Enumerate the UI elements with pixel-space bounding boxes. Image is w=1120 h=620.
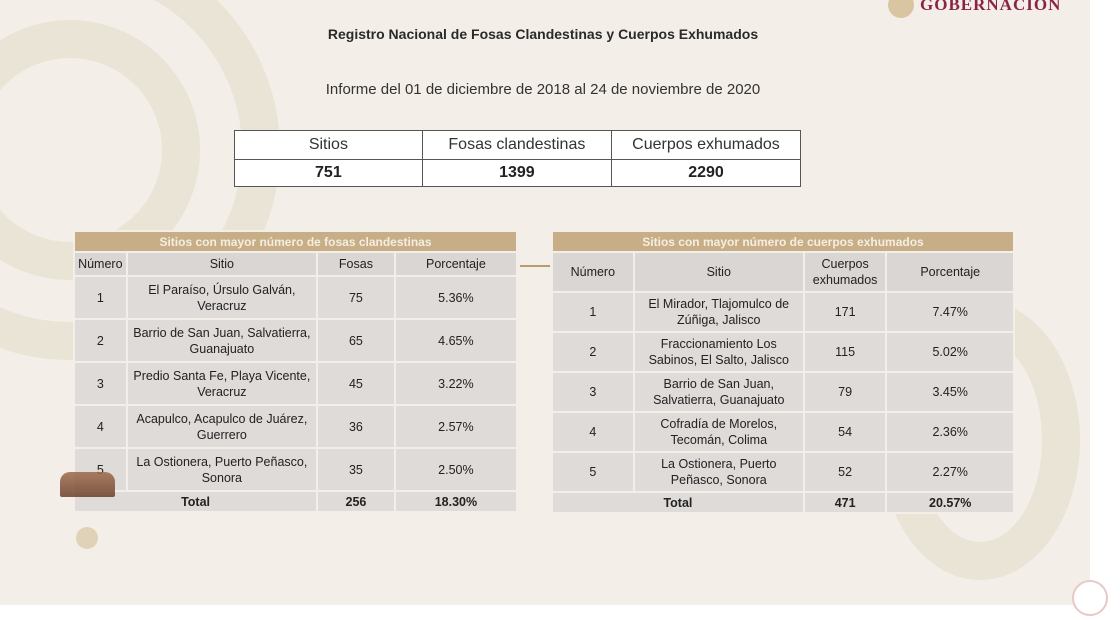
table-row: 4 Cofradía de Morelos, Tecomán, Colima 54 2…	[551, 411, 1015, 453]
total-label: Total	[72, 490, 319, 513]
site-name: Cofradía de Morelos, Tecomán, Colima	[632, 411, 805, 453]
table-title-band: Sitios con mayor número de cuerpos exhum…	[551, 230, 1015, 253]
percentage: 3.45%	[885, 371, 1015, 413]
count: 75	[316, 275, 396, 320]
slide: GOBERNACIÓN Registro Nacional de Fosas C…	[0, 0, 1090, 605]
count: 115	[802, 331, 888, 373]
table-row: 5 La Ostionera, Puerto Peñasco, Sonora 52 2…	[551, 451, 1015, 493]
summary-header: Fosas clandestinas	[421, 130, 612, 160]
table-row: 1 El Mirador, Tlajomulco de Zúñiga, Jalis…	[551, 291, 1015, 333]
total-label: Total	[551, 491, 805, 514]
table-row: 5 La Ostionera, Puerto Peñasco, Sonora 35 2…	[73, 447, 519, 492]
row-number: 2	[551, 331, 635, 373]
cuerpos-table: Sitios con mayor número de cuerpos exhum…	[551, 230, 1015, 514]
site-name: La Ostionera, Puerto Peñasco, Sonora	[125, 447, 319, 492]
column-header: Sitio	[632, 251, 805, 293]
table-title: Sitios con mayor número de cuerpos exhum…	[551, 230, 1015, 253]
summary-value: 751	[234, 159, 423, 187]
summary-table: Sitios Fosas clandestinas Cuerpos exhuma…	[234, 130, 802, 187]
site-name: Barrio de San Juan, Salvatierra, Guanaju…	[632, 371, 805, 413]
table-header-row: Número Sitio Fosas Porcentaje	[73, 251, 519, 277]
column-header: Porcentaje	[885, 251, 1015, 293]
row-number: 5	[551, 451, 635, 493]
percentage: 7.47%	[885, 291, 1015, 333]
site-name: Fraccionamiento Los Sabinos, El Salto, J…	[632, 331, 805, 373]
total-percentage: 20.57%	[885, 491, 1015, 514]
table-row: 3 Barrio de San Juan, Salvatierra, Guanaj…	[551, 371, 1015, 413]
column-header: Sitio	[125, 251, 319, 277]
percentage: 3.22%	[393, 361, 519, 406]
summary-header: Cuerpos exhumados	[610, 130, 802, 160]
table-row: 2 Barrio de San Juan, Salvatierra, Guanaj…	[73, 318, 519, 363]
count: 45	[316, 361, 396, 406]
table-header-row: Número Sitio Cuerpos exhumados Porcentaje	[551, 251, 1015, 293]
summary-header: Sitios	[234, 130, 423, 160]
people-image	[60, 472, 115, 497]
row-number: 2	[73, 318, 128, 363]
table-title: Sitios con mayor número de fosas clandes…	[73, 230, 518, 253]
total-row: Total 256 18.30%	[72, 490, 519, 513]
site-name: Barrio de San Juan, Salvatierra, Guanaju…	[125, 318, 319, 363]
count: 52	[802, 451, 888, 493]
count: 54	[802, 411, 888, 453]
gobernacion-logo: GOBERNACIÓN	[888, 0, 1061, 18]
total-row: Total 471 20.57%	[551, 491, 1015, 514]
site-name: Predio Santa Fe, Playa Vicente, Veracruz	[125, 361, 319, 406]
percentage: 2.50%	[393, 447, 519, 492]
percentage: 4.65%	[393, 318, 519, 363]
logo-text: GOBERNACIÓN	[920, 0, 1062, 14]
total-count: 471	[802, 491, 888, 514]
count: 79	[802, 371, 888, 413]
column-header: Cuerpos exhumados	[802, 251, 888, 293]
table-row: 1 El Paraíso, Úrsulo Galván, Veracruz 75 5.…	[73, 275, 519, 320]
percentage: 2.36%	[885, 411, 1015, 453]
count: 35	[316, 447, 396, 492]
summary-value: 2290	[610, 159, 802, 187]
column-header: Número	[73, 251, 128, 277]
seal-icon	[888, 0, 914, 18]
row-number: 1	[73, 275, 128, 320]
count: 171	[802, 291, 888, 333]
row-number: 3	[551, 371, 635, 413]
table-row: 2 Fraccionamiento Los Sabinos, El Salto, …	[551, 331, 1015, 373]
count: 36	[316, 404, 396, 449]
total-count: 256	[316, 490, 396, 513]
site-name: Acapulco, Acapulco de Juárez, Guerrero	[125, 404, 319, 449]
percentage: 5.36%	[393, 275, 519, 320]
count: 65	[316, 318, 396, 363]
column-header: Porcentaje	[393, 251, 519, 277]
column-header: Número	[551, 251, 635, 293]
seal-icon	[76, 527, 98, 549]
site-name: El Mirador, Tlajomulco de Zúñiga, Jalisc…	[632, 291, 805, 333]
row-number: 3	[73, 361, 128, 406]
percentage: 5.02%	[885, 331, 1015, 373]
page-title: Registro Nacional de Fosas Clandestinas …	[327, 26, 759, 42]
report-period: Informe del 01 de diciembre de 2018 al 2…	[325, 81, 761, 98]
row-number: 1	[551, 291, 635, 333]
percentage: 2.57%	[393, 404, 519, 449]
table-title-band: Sitios con mayor número de fosas clandes…	[73, 230, 518, 253]
fosas-table: Sitios con mayor número de fosas clandes…	[72, 230, 519, 513]
site-name: El Paraíso, Úrsulo Galván, Veracruz	[125, 275, 319, 320]
total-percentage: 18.30%	[393, 490, 519, 513]
site-name: La Ostionera, Puerto Peñasco, Sonora	[632, 451, 805, 493]
column-header: Fosas	[316, 251, 396, 277]
percentage: 2.27%	[885, 451, 1015, 493]
table-row: 3 Predio Santa Fe, Playa Vicente, Veracru…	[73, 361, 519, 406]
summary-value: 1399	[421, 159, 612, 187]
row-number: 4	[551, 411, 635, 453]
badge-icon	[1072, 580, 1108, 616]
connector-line	[520, 265, 550, 267]
row-number: 4	[73, 404, 128, 449]
table-row: 4 Acapulco, Acapulco de Juárez, Guerrero 3…	[73, 404, 519, 449]
